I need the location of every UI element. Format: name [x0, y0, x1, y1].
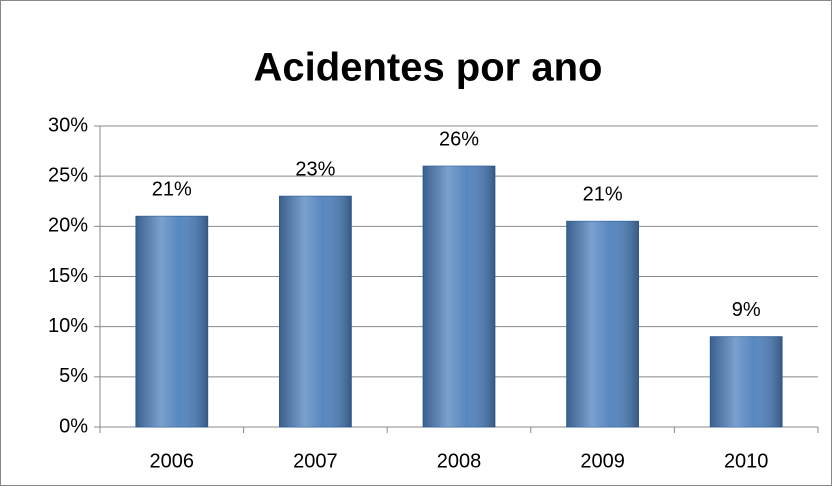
- bar-shading: [710, 336, 783, 427]
- y-tick-label: 25%: [48, 164, 88, 186]
- x-tick-label: 2006: [150, 450, 195, 472]
- bar-shading: [566, 221, 639, 427]
- bar-shading: [135, 216, 208, 427]
- x-tick-label: 2007: [293, 450, 338, 472]
- x-tick-label: 2010: [724, 450, 769, 472]
- bar-shading: [423, 166, 495, 427]
- data-label: 23%: [295, 159, 335, 181]
- y-tick-label: 5%: [59, 365, 88, 387]
- chart-title: Acidentes por ano: [254, 46, 603, 90]
- data-label: 21%: [583, 184, 623, 206]
- x-tick-label: 2009: [580, 450, 625, 472]
- data-label: 21%: [152, 179, 192, 201]
- y-tick-label: 15%: [48, 265, 88, 287]
- data-label: 9%: [732, 299, 761, 321]
- data-label: 26%: [439, 128, 479, 150]
- x-tick-label: 2008: [437, 450, 482, 472]
- y-tick-label: 30%: [48, 114, 88, 136]
- y-tick-label: 20%: [48, 215, 88, 237]
- bar-shading: [279, 196, 352, 427]
- y-tick-label: 10%: [48, 315, 88, 337]
- y-tick-label: 0%: [59, 415, 88, 437]
